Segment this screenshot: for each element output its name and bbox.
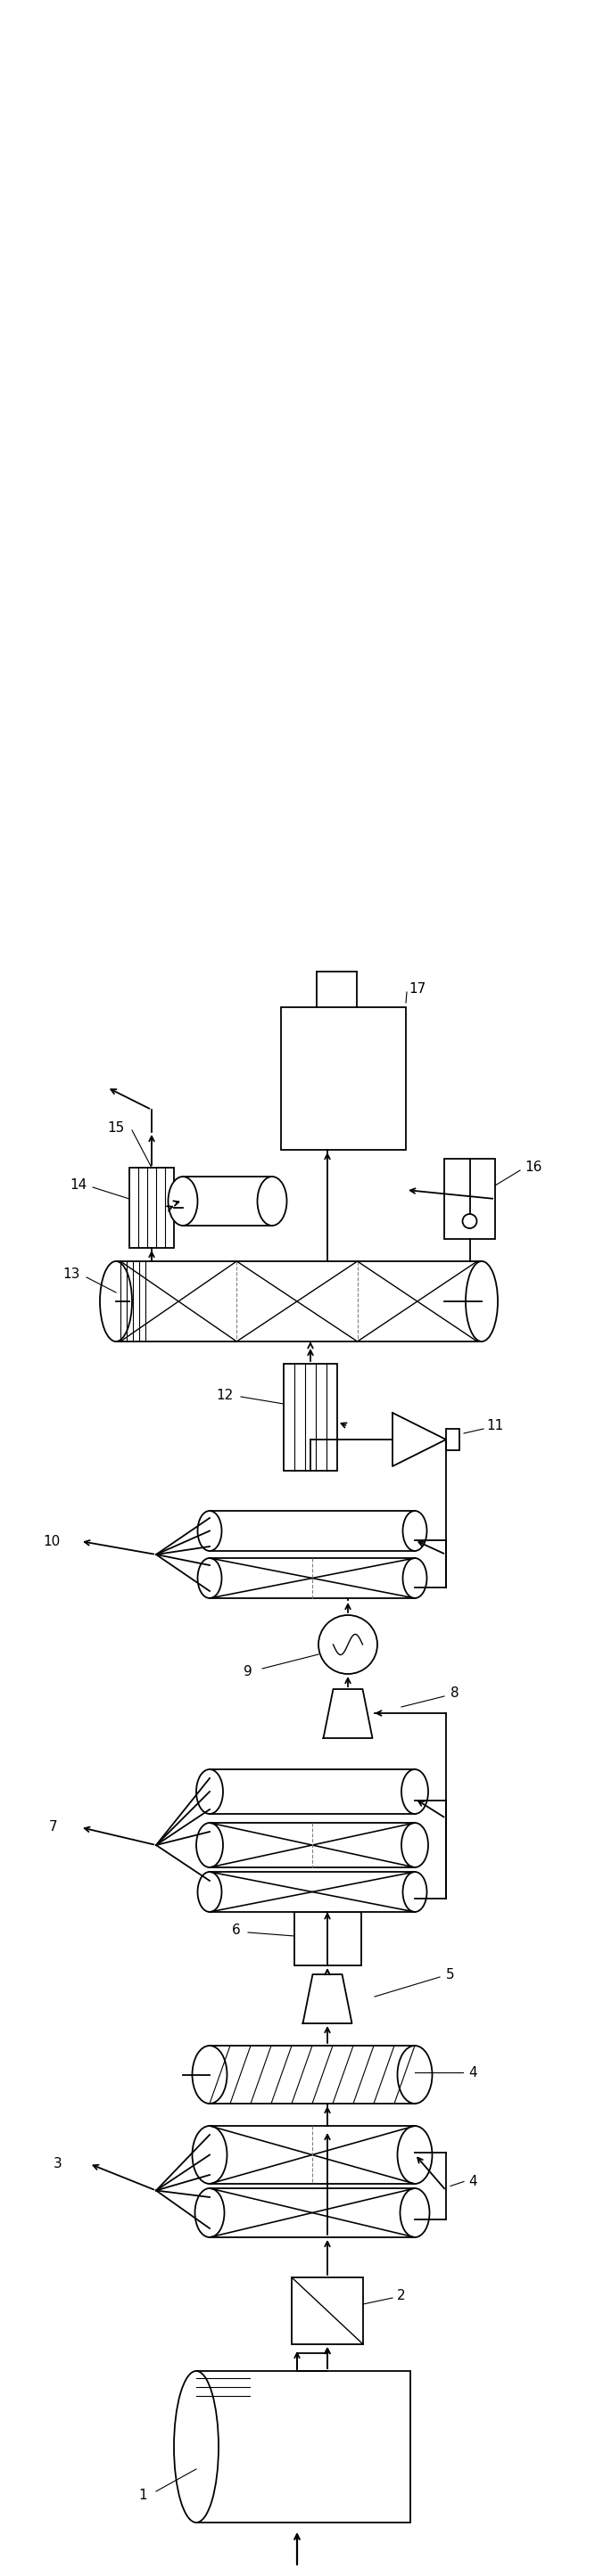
Text: 4: 4 <box>468 2174 477 2187</box>
Bar <box>209 2045 415 2105</box>
Text: 16: 16 <box>525 1162 542 1175</box>
Text: 3: 3 <box>54 2156 62 2172</box>
Bar <box>292 2277 363 2344</box>
Bar <box>446 1430 459 1450</box>
Text: 6: 6 <box>232 1924 241 1937</box>
Ellipse shape <box>403 1873 427 1911</box>
Text: 14: 14 <box>70 1180 87 1193</box>
Ellipse shape <box>198 1873 222 1911</box>
Ellipse shape <box>192 2125 227 2184</box>
Ellipse shape <box>196 1770 223 1814</box>
Text: 11: 11 <box>487 1419 504 1432</box>
Text: 7: 7 <box>49 1821 58 1834</box>
Text: 4: 4 <box>468 2066 477 2079</box>
Ellipse shape <box>403 1558 427 1597</box>
Bar <box>209 1824 415 1868</box>
Ellipse shape <box>402 1824 428 1868</box>
Text: 8: 8 <box>450 1687 459 1700</box>
Text: 15: 15 <box>107 1121 124 1133</box>
Ellipse shape <box>198 1558 222 1597</box>
Text: 5: 5 <box>446 1968 455 1981</box>
Ellipse shape <box>174 2370 218 2522</box>
Ellipse shape <box>400 2187 430 2239</box>
Ellipse shape <box>196 1824 223 1868</box>
Ellipse shape <box>195 2187 224 2239</box>
Circle shape <box>318 1615 377 1674</box>
Ellipse shape <box>100 1262 132 1342</box>
Bar <box>129 1167 174 1247</box>
Bar <box>284 1363 337 1471</box>
Bar <box>209 2125 415 2184</box>
Ellipse shape <box>402 1770 428 1814</box>
Bar <box>209 1558 415 1597</box>
Text: 9: 9 <box>243 1664 252 1677</box>
Text: 12: 12 <box>216 1388 233 1401</box>
Text: 1: 1 <box>139 2488 147 2501</box>
Ellipse shape <box>258 1177 287 1226</box>
Ellipse shape <box>403 1512 427 1551</box>
Bar <box>209 1770 415 1814</box>
Ellipse shape <box>198 1512 222 1551</box>
Bar <box>444 1159 495 1239</box>
Circle shape <box>462 1213 477 1229</box>
Bar <box>209 1512 415 1551</box>
Bar <box>116 1262 482 1342</box>
Bar <box>281 1007 406 1149</box>
Ellipse shape <box>168 1177 198 1226</box>
Text: 10: 10 <box>43 1535 60 1548</box>
Ellipse shape <box>397 2125 432 2184</box>
Text: 13: 13 <box>62 1267 80 1280</box>
Bar <box>295 1911 361 1965</box>
Text: 2: 2 <box>397 2287 406 2303</box>
Text: 17: 17 <box>409 981 426 997</box>
Bar <box>196 2370 411 2522</box>
Ellipse shape <box>397 2045 432 2105</box>
Ellipse shape <box>466 1262 498 1342</box>
Bar <box>209 2187 415 2239</box>
Bar <box>183 1177 272 1226</box>
Bar <box>209 1873 415 1911</box>
Ellipse shape <box>192 2045 227 2105</box>
